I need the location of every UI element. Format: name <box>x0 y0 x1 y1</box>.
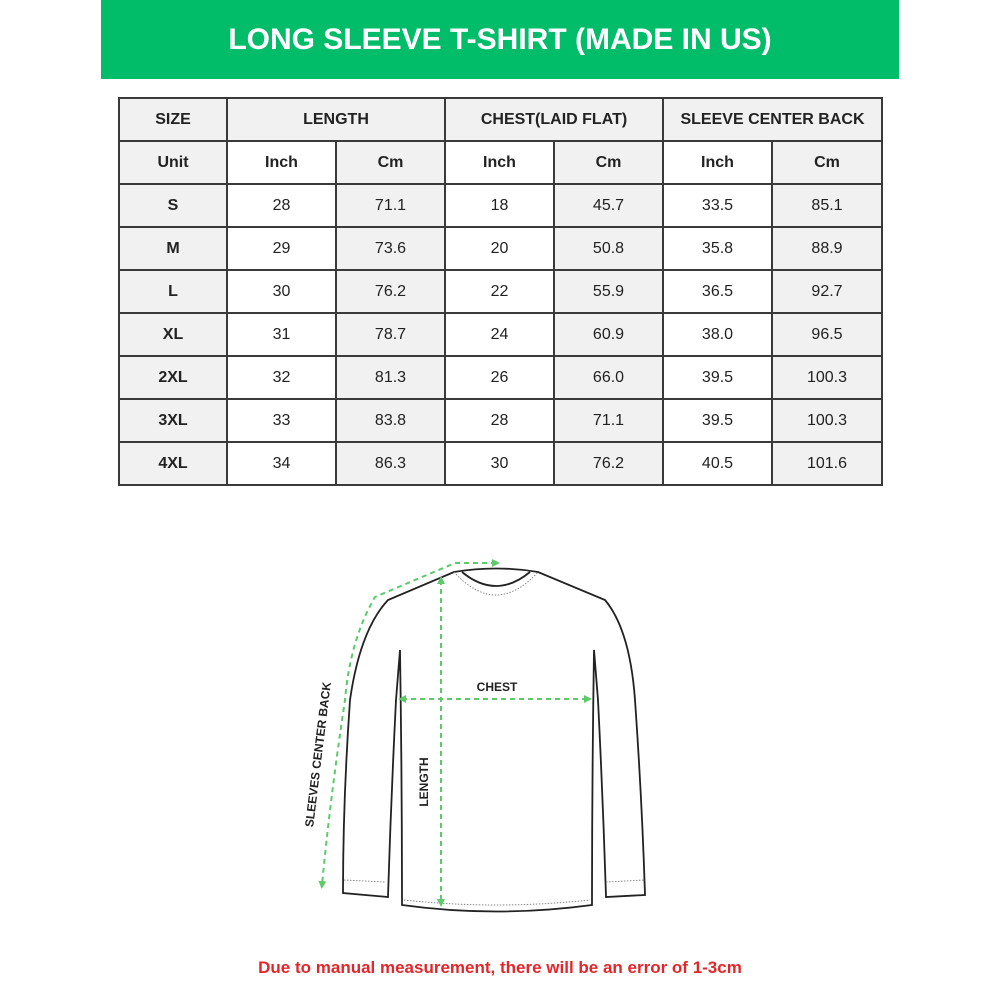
measurement-cell: 20 <box>444 226 555 271</box>
measurement-cell: 100.3 <box>771 355 883 400</box>
column-group-header: LENGTH <box>226 97 446 142</box>
measurement-cell: 45.7 <box>553 183 664 228</box>
header-row: SIZE LENGTH CHEST(LAID FLAT) SLEEVE CENTER … <box>118 97 883 142</box>
measurement-cell: 88.9 <box>771 226 883 271</box>
table-row: M 29 73.6 20 50.8 35.8 88.9 <box>118 226 883 271</box>
measurement-cell: 86.3 <box>335 441 446 486</box>
measurement-cell: 55.9 <box>553 269 664 314</box>
unit-header: Cm <box>553 140 664 185</box>
unit-header: Inch <box>662 140 773 185</box>
measurement-cell: 32 <box>226 355 337 400</box>
measurement-cell: 40.5 <box>662 441 773 486</box>
unit-header: Unit <box>118 140 228 185</box>
size-chart-table: SIZE LENGTH CHEST(LAID FLAT) SLEEVE CENTER … <box>118 97 883 486</box>
measurement-cell: 24 <box>444 312 555 357</box>
title-banner: LONG SLEEVE T-SHIRT (MADE IN US) <box>101 0 899 79</box>
size-cell: XL <box>118 312 228 357</box>
size-cell: 3XL <box>118 398 228 443</box>
size-cell: S <box>118 183 228 228</box>
measurement-cell: 36.5 <box>662 269 773 314</box>
length-label: LENGTH <box>417 757 431 806</box>
sleeve-label: SLEEVES CENTER BACK <box>302 681 334 828</box>
unit-header: Cm <box>335 140 446 185</box>
size-cell: M <box>118 226 228 271</box>
measurement-cell: 101.6 <box>771 441 883 486</box>
measurement-cell: 66.0 <box>553 355 664 400</box>
table-row: 2XL 32 81.3 26 66.0 39.5 100.3 <box>118 355 883 400</box>
measurement-cell: 28 <box>226 183 337 228</box>
measurement-cell: 39.5 <box>662 398 773 443</box>
measurement-cell: 22 <box>444 269 555 314</box>
measurement-cell: 76.2 <box>553 441 664 486</box>
measurement-cell: 81.3 <box>335 355 446 400</box>
unit-header: Inch <box>226 140 337 185</box>
table-row: S 28 71.1 18 45.7 33.5 85.1 <box>118 183 883 228</box>
size-cell: 2XL <box>118 355 228 400</box>
page-title: LONG SLEEVE T-SHIRT (MADE IN US) <box>228 22 772 56</box>
measurement-cell: 35.8 <box>662 226 773 271</box>
measurement-cell: 29 <box>226 226 337 271</box>
measurement-cell: 33 <box>226 398 337 443</box>
measurement-cell: 83.8 <box>335 398 446 443</box>
measurement-cell: 50.8 <box>553 226 664 271</box>
measurement-cell: 71.1 <box>553 398 664 443</box>
measurement-cell: 26 <box>444 355 555 400</box>
unit-row: Unit Inch Cm Inch Cm Inch Cm <box>118 140 883 185</box>
table-row: 3XL 33 83.8 28 71.1 39.5 100.3 <box>118 398 883 443</box>
column-group-header: SIZE <box>118 97 228 142</box>
measurement-cell: 85.1 <box>771 183 883 228</box>
measurement-cell: 78.7 <box>335 312 446 357</box>
column-group-header: SLEEVE CENTER BACK <box>662 97 883 142</box>
measurement-cell: 31 <box>226 312 337 357</box>
measurement-cell: 30 <box>444 441 555 486</box>
measurement-cell: 34 <box>226 441 337 486</box>
sleeve-measure-arrow <box>318 559 500 889</box>
measurement-cell: 18 <box>444 183 555 228</box>
measurement-cell: 39.5 <box>662 355 773 400</box>
measurement-error-note: Due to manual measurement, there will be… <box>258 958 742 977</box>
measurement-cell: 100.3 <box>771 398 883 443</box>
unit-header: Inch <box>444 140 555 185</box>
measurement-cell: 28 <box>444 398 555 443</box>
table-row: L 30 76.2 22 55.9 36.5 92.7 <box>118 269 883 314</box>
measurement-cell: 71.1 <box>335 183 446 228</box>
table-row: 4XL 34 86.3 30 76.2 40.5 101.6 <box>118 441 883 486</box>
measurement-cell: 73.6 <box>335 226 446 271</box>
chest-label: CHEST <box>477 680 518 694</box>
table-row: XL 31 78.7 24 60.9 38.0 96.5 <box>118 312 883 357</box>
measurement-cell: 38.0 <box>662 312 773 357</box>
measurement-cell: 30 <box>226 269 337 314</box>
measurement-cell: 60.9 <box>553 312 664 357</box>
size-cell: 4XL <box>118 441 228 486</box>
measurement-cell: 76.2 <box>335 269 446 314</box>
measurement-cell: 96.5 <box>771 312 883 357</box>
measurement-cell: 92.7 <box>771 269 883 314</box>
size-cell: L <box>118 269 228 314</box>
shirt-outline <box>342 567 646 913</box>
column-group-header: CHEST(LAID FLAT) <box>444 97 664 142</box>
unit-header: Cm <box>771 140 883 185</box>
measurement-cell: 33.5 <box>662 183 773 228</box>
